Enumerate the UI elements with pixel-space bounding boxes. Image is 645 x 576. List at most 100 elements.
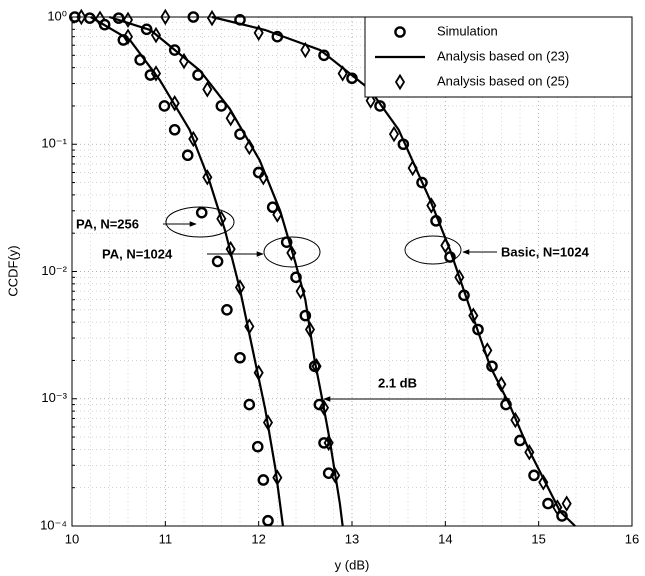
data-point <box>286 244 297 262</box>
y-axis-label: CCDF(y) <box>5 245 20 296</box>
data-point <box>496 376 507 393</box>
data-point <box>181 149 194 162</box>
data-point <box>122 11 134 29</box>
data-point <box>323 434 334 452</box>
y-tick-label: 10⁰ <box>47 8 67 23</box>
data-point <box>160 8 171 26</box>
data-point <box>454 269 465 286</box>
data-point <box>528 469 540 482</box>
data-point <box>221 304 233 316</box>
data-point <box>253 364 264 381</box>
data-point <box>388 125 400 143</box>
data-point <box>211 255 224 268</box>
analysis-line <box>211 15 576 527</box>
data-point <box>542 497 554 510</box>
annotation-ellipse <box>165 206 235 238</box>
data-point <box>244 318 255 335</box>
y-tick-label: 10⁻⁴ <box>40 517 67 532</box>
annotation-ellipse <box>263 236 321 268</box>
data-point <box>234 279 246 296</box>
data-point <box>468 307 479 324</box>
legend-label: Simulation <box>437 23 498 38</box>
legend-label: Analysis based on (23) <box>437 48 569 63</box>
data-point <box>251 440 264 453</box>
data-point <box>258 169 269 186</box>
x-tick-label: 12 <box>251 531 265 546</box>
x-tick-label: 13 <box>345 531 359 546</box>
annotations <box>163 206 511 402</box>
data-point <box>290 271 302 284</box>
data-point <box>215 100 228 112</box>
data-point <box>168 44 181 56</box>
data-point <box>216 210 227 227</box>
data-point <box>262 514 274 527</box>
data-point <box>304 321 316 338</box>
data-point <box>150 65 162 82</box>
data-point <box>407 159 418 177</box>
x-tick-label: 10 <box>65 531 79 546</box>
data-point <box>202 169 213 186</box>
data-point <box>225 110 236 127</box>
x-tick-label: 11 <box>159 531 173 546</box>
data-point <box>482 342 493 359</box>
data-point <box>552 499 563 516</box>
data-point <box>188 130 199 148</box>
data-point <box>272 206 283 223</box>
y-tick-label: 10⁻³ <box>41 390 67 405</box>
y-tick-label: 10⁻² <box>41 263 67 278</box>
data-point <box>234 351 246 364</box>
data-point <box>202 81 213 98</box>
data-point <box>318 437 330 449</box>
data-point <box>538 474 549 491</box>
data-point <box>337 65 348 82</box>
data-point <box>178 52 190 70</box>
annotation: 2.1 dB <box>378 375 417 390</box>
data-point <box>365 92 376 109</box>
y-tick-label: 10⁻¹ <box>41 136 67 151</box>
data-point <box>169 95 180 112</box>
data-point <box>510 411 521 429</box>
data-point <box>426 197 437 214</box>
data-point <box>311 358 322 375</box>
data-point <box>318 399 330 416</box>
annotation-ellipse <box>404 235 462 265</box>
data-point <box>330 467 341 484</box>
plot-frame <box>71 16 633 527</box>
data-point <box>299 309 312 322</box>
data-point <box>244 138 255 156</box>
data-point <box>295 282 306 300</box>
data-point <box>243 398 256 411</box>
data-point <box>257 474 270 486</box>
annotation: PA, N=256 <box>76 216 139 231</box>
data-point <box>374 100 386 112</box>
x-tick-label: 14 <box>438 531 452 546</box>
x-tick-label: 15 <box>531 531 545 546</box>
x-tick-label: 16 <box>625 531 639 546</box>
data-point <box>300 41 311 59</box>
data-point <box>253 24 264 42</box>
data-point <box>556 510 568 522</box>
legend-swatch <box>394 26 406 38</box>
x-axis-label: y (dB) <box>335 557 370 572</box>
annotation: Basic, N=1024 <box>501 244 590 259</box>
data-point <box>225 240 236 258</box>
data-point <box>122 28 134 45</box>
data-point <box>195 206 208 219</box>
legend: Simulation Analysis based on (23) Analysis… <box>364 16 633 98</box>
data-point <box>158 100 171 112</box>
data-point <box>168 123 181 136</box>
data-point <box>440 237 451 254</box>
data-point <box>150 26 162 44</box>
legend-label: Analysis based on (25) <box>437 73 569 88</box>
data-point <box>561 495 572 512</box>
data-point <box>206 9 218 27</box>
data-point <box>262 414 274 431</box>
data-point <box>272 469 283 486</box>
data-point <box>76 8 87 26</box>
data-point <box>416 176 428 189</box>
annotation: PA, N=1024 <box>102 246 173 261</box>
data-point <box>524 444 535 461</box>
legend-swatch <box>394 73 406 91</box>
